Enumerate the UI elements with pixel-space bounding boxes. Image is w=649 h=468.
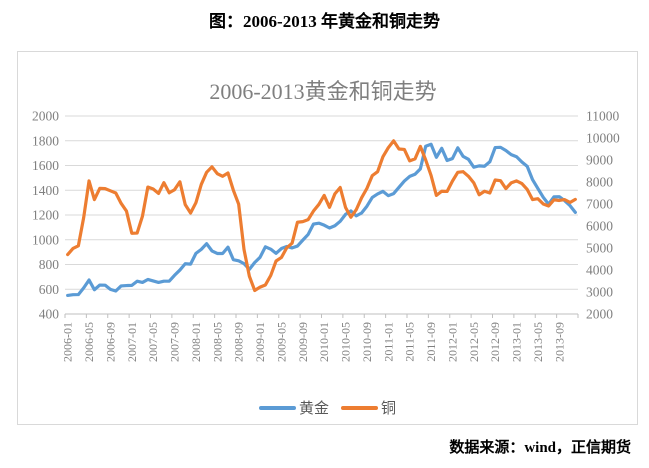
x-axis-label: 2010-01	[317, 322, 331, 362]
axis-labels: 400 600 800 1000 1200 1400 1600 1800 2000 2000 300…	[32, 109, 620, 363]
x-axis-label: 2006-01	[61, 322, 75, 362]
y-axis-label-right: 3000	[586, 285, 613, 300]
x-axis-label: 2009-09	[296, 322, 310, 362]
legend: 黄金 铜	[259, 400, 396, 417]
y-axis-label-right: 9000	[586, 153, 613, 168]
x-axis-label: 2013-09	[552, 322, 566, 362]
y-axis-label-left: 1200	[32, 208, 59, 223]
y-axis-label-right: 2000	[586, 307, 613, 322]
y-axis-label-right: 8000	[586, 175, 613, 190]
copper-line	[66, 139, 577, 293]
gold-line	[66, 142, 577, 298]
x-axis-label: 2011-05	[403, 322, 417, 362]
y-axis-label-left: 400	[39, 307, 60, 322]
y-axis-label-left: 1000	[32, 232, 59, 247]
x-axis-label: 2009-05	[274, 322, 288, 362]
x-axis-label: 2010-09	[360, 322, 374, 362]
y-axis-label-left: 600	[39, 282, 60, 297]
document-title: 图：2006-2013 年黄金和铜走势	[209, 12, 440, 31]
x-axis-label: 2008-09	[232, 322, 246, 362]
x-axis-label: 2006-09	[103, 322, 117, 362]
y-axis-label-left: 1600	[32, 158, 59, 173]
legend-copper-label: 铜	[381, 400, 396, 417]
x-axis-label: 2007-09	[168, 322, 182, 362]
x-axis-label: 2012-09	[488, 322, 502, 362]
gridlines	[64, 115, 579, 318]
x-axis-label: 2007-05	[146, 322, 160, 362]
y-axis-label-right: 7000	[586, 197, 613, 212]
data-source-note: 数据来源：wind，正信期货	[449, 440, 631, 456]
y-axis-label-left: 1400	[32, 183, 59, 198]
x-axis-label: 2011-09	[424, 322, 438, 362]
chart-container: 2006-2013黄金和铜走势 400 600 800 1000 1200 1400 160…	[17, 51, 638, 425]
y-axis-label-right: 5000	[586, 241, 613, 256]
y-axis-label-right: 6000	[586, 219, 613, 234]
y-axis-label-left: 1800	[32, 133, 59, 148]
x-axis-label: 2013-01	[510, 322, 524, 362]
y-axis-label-left: 800	[39, 257, 60, 272]
x-axis-label: 2008-01	[189, 322, 203, 362]
x-axis-label: 2012-01	[445, 322, 459, 362]
chart-title: 2006-2013黄金和铜走势	[209, 79, 436, 104]
x-axis-label: 2010-05	[339, 322, 353, 362]
chart-plot: 2006-2013黄金和铜走势 400 600 800 1000 1200 1400 160…	[32, 79, 620, 417]
x-axis-label: 2012-05	[467, 322, 481, 362]
x-axis-label: 2011-01	[381, 322, 395, 362]
y-axis-label-left: 2000	[32, 109, 59, 124]
x-axis-label: 2007-01	[125, 322, 139, 362]
y-axis-label-right: 11000	[586, 109, 619, 124]
series-lines	[66, 139, 577, 298]
x-axis-label: 2006-05	[82, 322, 96, 362]
y-axis-label-right: 4000	[586, 263, 613, 278]
x-axis-label: 2008-05	[210, 322, 224, 362]
x-axis-label: 2009-01	[253, 322, 267, 362]
legend-gold-label: 黄金	[299, 400, 329, 417]
x-axis-label: 2013-05	[531, 322, 545, 362]
y-axis-label-right: 10000	[586, 131, 620, 146]
